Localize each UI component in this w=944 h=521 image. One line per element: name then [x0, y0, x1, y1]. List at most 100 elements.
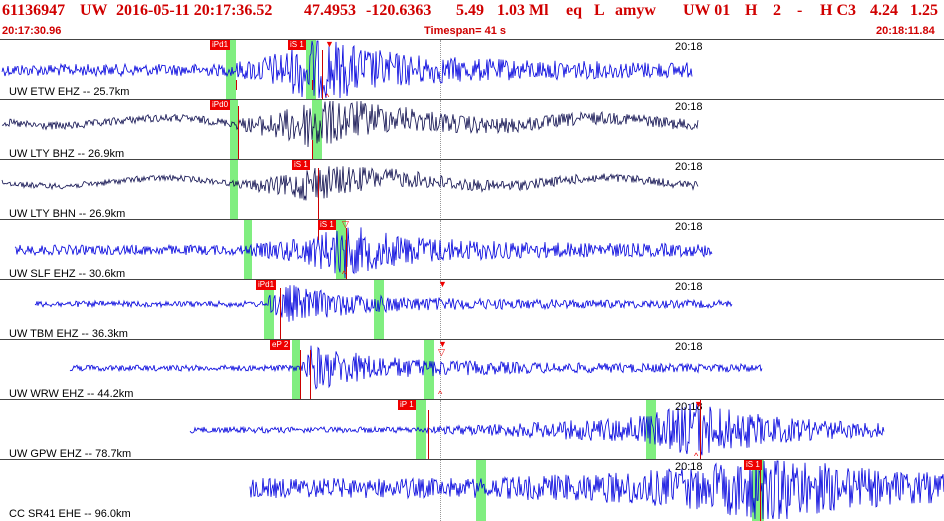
- waveform-trace: [249, 460, 944, 520]
- pick-line: [312, 140, 313, 160]
- event-datetime: 2016-05-11 20:17:36.52: [116, 2, 273, 19]
- channel-panel[interactable]: 20:18 UW GPW EHZ -- 78.7km iP 1 ▼ ^: [0, 399, 944, 461]
- event-etype: eq: [566, 2, 582, 19]
- pick-window: [312, 100, 322, 160]
- pick-label[interactable]: iS 1: [744, 460, 762, 470]
- pick-label[interactable]: iPd1: [210, 40, 231, 50]
- pick-window: [646, 400, 656, 460]
- channel-label: CC SR41 EHE -- 96.0km: [9, 508, 131, 520]
- waveform-trace: [189, 402, 885, 456]
- channel-panel[interactable]: 20:18 UW LTY BHN -- 26.9km iS 1: [0, 159, 944, 220]
- channel-label: UW SLF EHZ -- 30.6km: [9, 268, 126, 280]
- pick-marker-icon: ▼: [325, 39, 334, 49]
- pick-label[interactable]: iS 1: [288, 40, 306, 50]
- pick-window: [306, 40, 316, 100]
- grid-line: [440, 160, 442, 220]
- pick-marker-icon: ^: [694, 451, 699, 461]
- waveform-trace: [14, 227, 713, 279]
- waveform-trace: [1, 166, 699, 201]
- channel-label: UW LTY BHZ -- 26.9km: [9, 148, 125, 160]
- pick-marker-icon: ▽: [342, 219, 349, 229]
- pick-window: [230, 100, 238, 160]
- pick-label[interactable]: iPd1: [256, 280, 277, 290]
- event-lon: -120.6363: [366, 2, 432, 19]
- channel-label: UW ETW EHZ -- 25.7km: [9, 86, 130, 98]
- channel-panel[interactable]: 20:18 UW WRW EHZ -- 44.2km eP 2 ▼ ▽ ^: [0, 339, 944, 400]
- event-header: 61136947 UW 2016-05-11 20:17:36.52 47.49…: [0, 0, 944, 24]
- event-author: amyw: [615, 2, 656, 19]
- pick-window: [264, 280, 274, 340]
- channel-panel[interactable]: 20:18 UW SLF EHZ -- 30.6km iS 1 ▽ ^: [0, 219, 944, 280]
- event-quality: H: [745, 2, 758, 19]
- time-bar: 20:17:30.96 Timespan= 41 s 20:18:11.84: [0, 25, 944, 39]
- waveform: [69, 345, 763, 390]
- pick-window: [424, 340, 434, 400]
- grid-line: [440, 280, 442, 340]
- channel-panel[interactable]: 20:18 UW ETW EHZ -- 25.7km iPd1 iS 1 ▼ ^: [0, 39, 944, 102]
- event-review: H C3: [820, 2, 856, 19]
- pick-line: [700, 400, 701, 460]
- channel-panel[interactable]: 20:18 UW TBM EHZ -- 36.3km iPd1 ▼: [0, 279, 944, 340]
- pick-marker-icon: ^: [342, 269, 347, 279]
- event-network: UW: [80, 2, 108, 19]
- time-tick: 20:18: [675, 41, 703, 53]
- pick-marker-icon: ▼: [438, 339, 447, 349]
- waveform: [1, 40, 693, 99]
- waveform-trace: [34, 285, 733, 322]
- event-id: 61136947: [2, 2, 66, 19]
- channel-label: UW GPW EHZ -- 78.7km: [9, 448, 132, 460]
- waveform: [249, 460, 944, 520]
- end-time: 20:18:11.84: [876, 25, 935, 37]
- pick-window: [476, 460, 486, 521]
- pick-line: [760, 470, 761, 521]
- pick-line: [238, 106, 239, 160]
- event-gap: 4.24: [870, 2, 898, 19]
- pick-marker-icon: ▼: [438, 279, 447, 289]
- event-version: 2: [773, 2, 781, 19]
- waveform-trace: [69, 345, 763, 390]
- event-depth: 5.49: [456, 2, 484, 19]
- pick-line: [280, 288, 281, 340]
- pick-label[interactable]: iS 1: [318, 220, 336, 230]
- pick-line: [318, 220, 319, 240]
- time-tick: 20:18: [675, 341, 703, 353]
- time-tick: 20:18: [675, 161, 703, 173]
- event-gtype: L: [594, 2, 605, 19]
- waveform: [189, 402, 885, 456]
- pick-line: [300, 350, 301, 400]
- pick-label[interactable]: iPd0: [210, 100, 231, 110]
- pick-line: [312, 80, 313, 90]
- pick-line: [318, 168, 319, 220]
- start-time: 20:17:30.96: [2, 25, 62, 37]
- waveform: [14, 227, 713, 279]
- pick-window: [226, 40, 236, 100]
- event-dash: -: [797, 2, 803, 19]
- pick-label[interactable]: iS 1: [292, 160, 310, 170]
- trace-panel-area[interactable]: 20:18 UW ETW EHZ -- 25.7km iPd1 iS 1 ▼ ^ 20…: [0, 39, 944, 521]
- waveform: [1, 100, 699, 148]
- waveform: [1, 166, 699, 201]
- pick-label[interactable]: eP 2: [270, 340, 291, 350]
- pick-line: [322, 50, 323, 100]
- waveform-trace: [1, 40, 693, 99]
- channel-panel[interactable]: 20:18 CC SR41 EHE -- 96.0km iS 1: [0, 459, 944, 521]
- pick-line: [236, 80, 237, 90]
- event-rms: 1.25: [910, 2, 938, 19]
- time-tick: 20:18: [675, 101, 703, 113]
- pick-line: [428, 410, 429, 460]
- pick-window: [230, 160, 238, 220]
- channel-panel[interactable]: 20:18 UW LTY BHZ -- 26.9km iPd0: [0, 99, 944, 160]
- grid-line: [440, 40, 442, 100]
- event-magnitude: 1.03 Ml: [497, 2, 549, 19]
- waveform: [34, 285, 733, 322]
- channel-label: UW TBM EHZ -- 36.3km: [9, 328, 128, 340]
- timespan: Timespan= 41 s: [424, 25, 507, 37]
- time-tick: 20:18: [675, 461, 703, 473]
- grid-line: [440, 100, 442, 160]
- pick-label[interactable]: iP 1: [398, 400, 416, 410]
- pick-line: [310, 350, 311, 400]
- time-tick: 20:18: [675, 221, 703, 233]
- waveform-trace: [1, 100, 699, 148]
- pick-marker-icon: ▽: [438, 347, 445, 357]
- pick-marker-icon: ^: [325, 92, 330, 102]
